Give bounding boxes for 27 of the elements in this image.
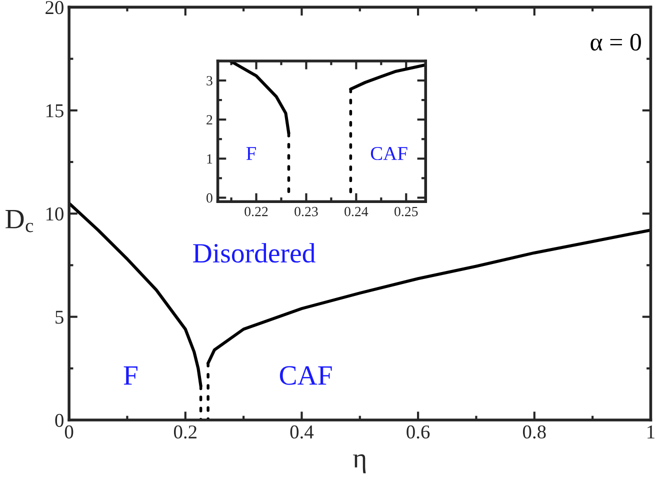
x-tick-label: 0.22 — [244, 206, 268, 216]
x-tick-label: 0 — [64, 425, 74, 439]
x-tick-label: 0.8 — [522, 425, 546, 439]
x-tick-label: 0.23 — [294, 206, 318, 216]
y-tick-label: 0 — [55, 414, 64, 427]
x-tick-label: 1 — [648, 426, 654, 438]
annotation: α = 0 — [590, 34, 641, 51]
y-tick-label: 10 — [46, 207, 64, 221]
annotation: F — [246, 147, 256, 160]
annotation: F — [124, 366, 138, 385]
y-tick-label: 1 — [207, 154, 212, 164]
y-axis-title: D$_{c}$ — [6, 210, 34, 232]
y-tick-label: 20 — [46, 1, 64, 14]
y-tick-label: 2 — [206, 115, 212, 124]
y-tick-label: 15 — [46, 104, 64, 118]
x-tick-label: 0.24 — [344, 206, 368, 216]
y-tick-label: 5 — [56, 310, 64, 324]
y-tick-label: 3 — [206, 76, 212, 86]
annotation: CAF — [280, 366, 332, 385]
y-tick-label: 0 — [206, 193, 212, 203]
x-tick-label: 0.2 — [174, 425, 196, 439]
x-tick-label: 0.6 — [406, 425, 430, 439]
x-tick-label: 0.25 — [394, 206, 418, 216]
x-tick-label: 0.4 — [290, 425, 314, 439]
x-axis-title: η — [353, 454, 366, 474]
annotation: CAF — [370, 146, 408, 160]
annotation: Disordered — [193, 243, 316, 263]
